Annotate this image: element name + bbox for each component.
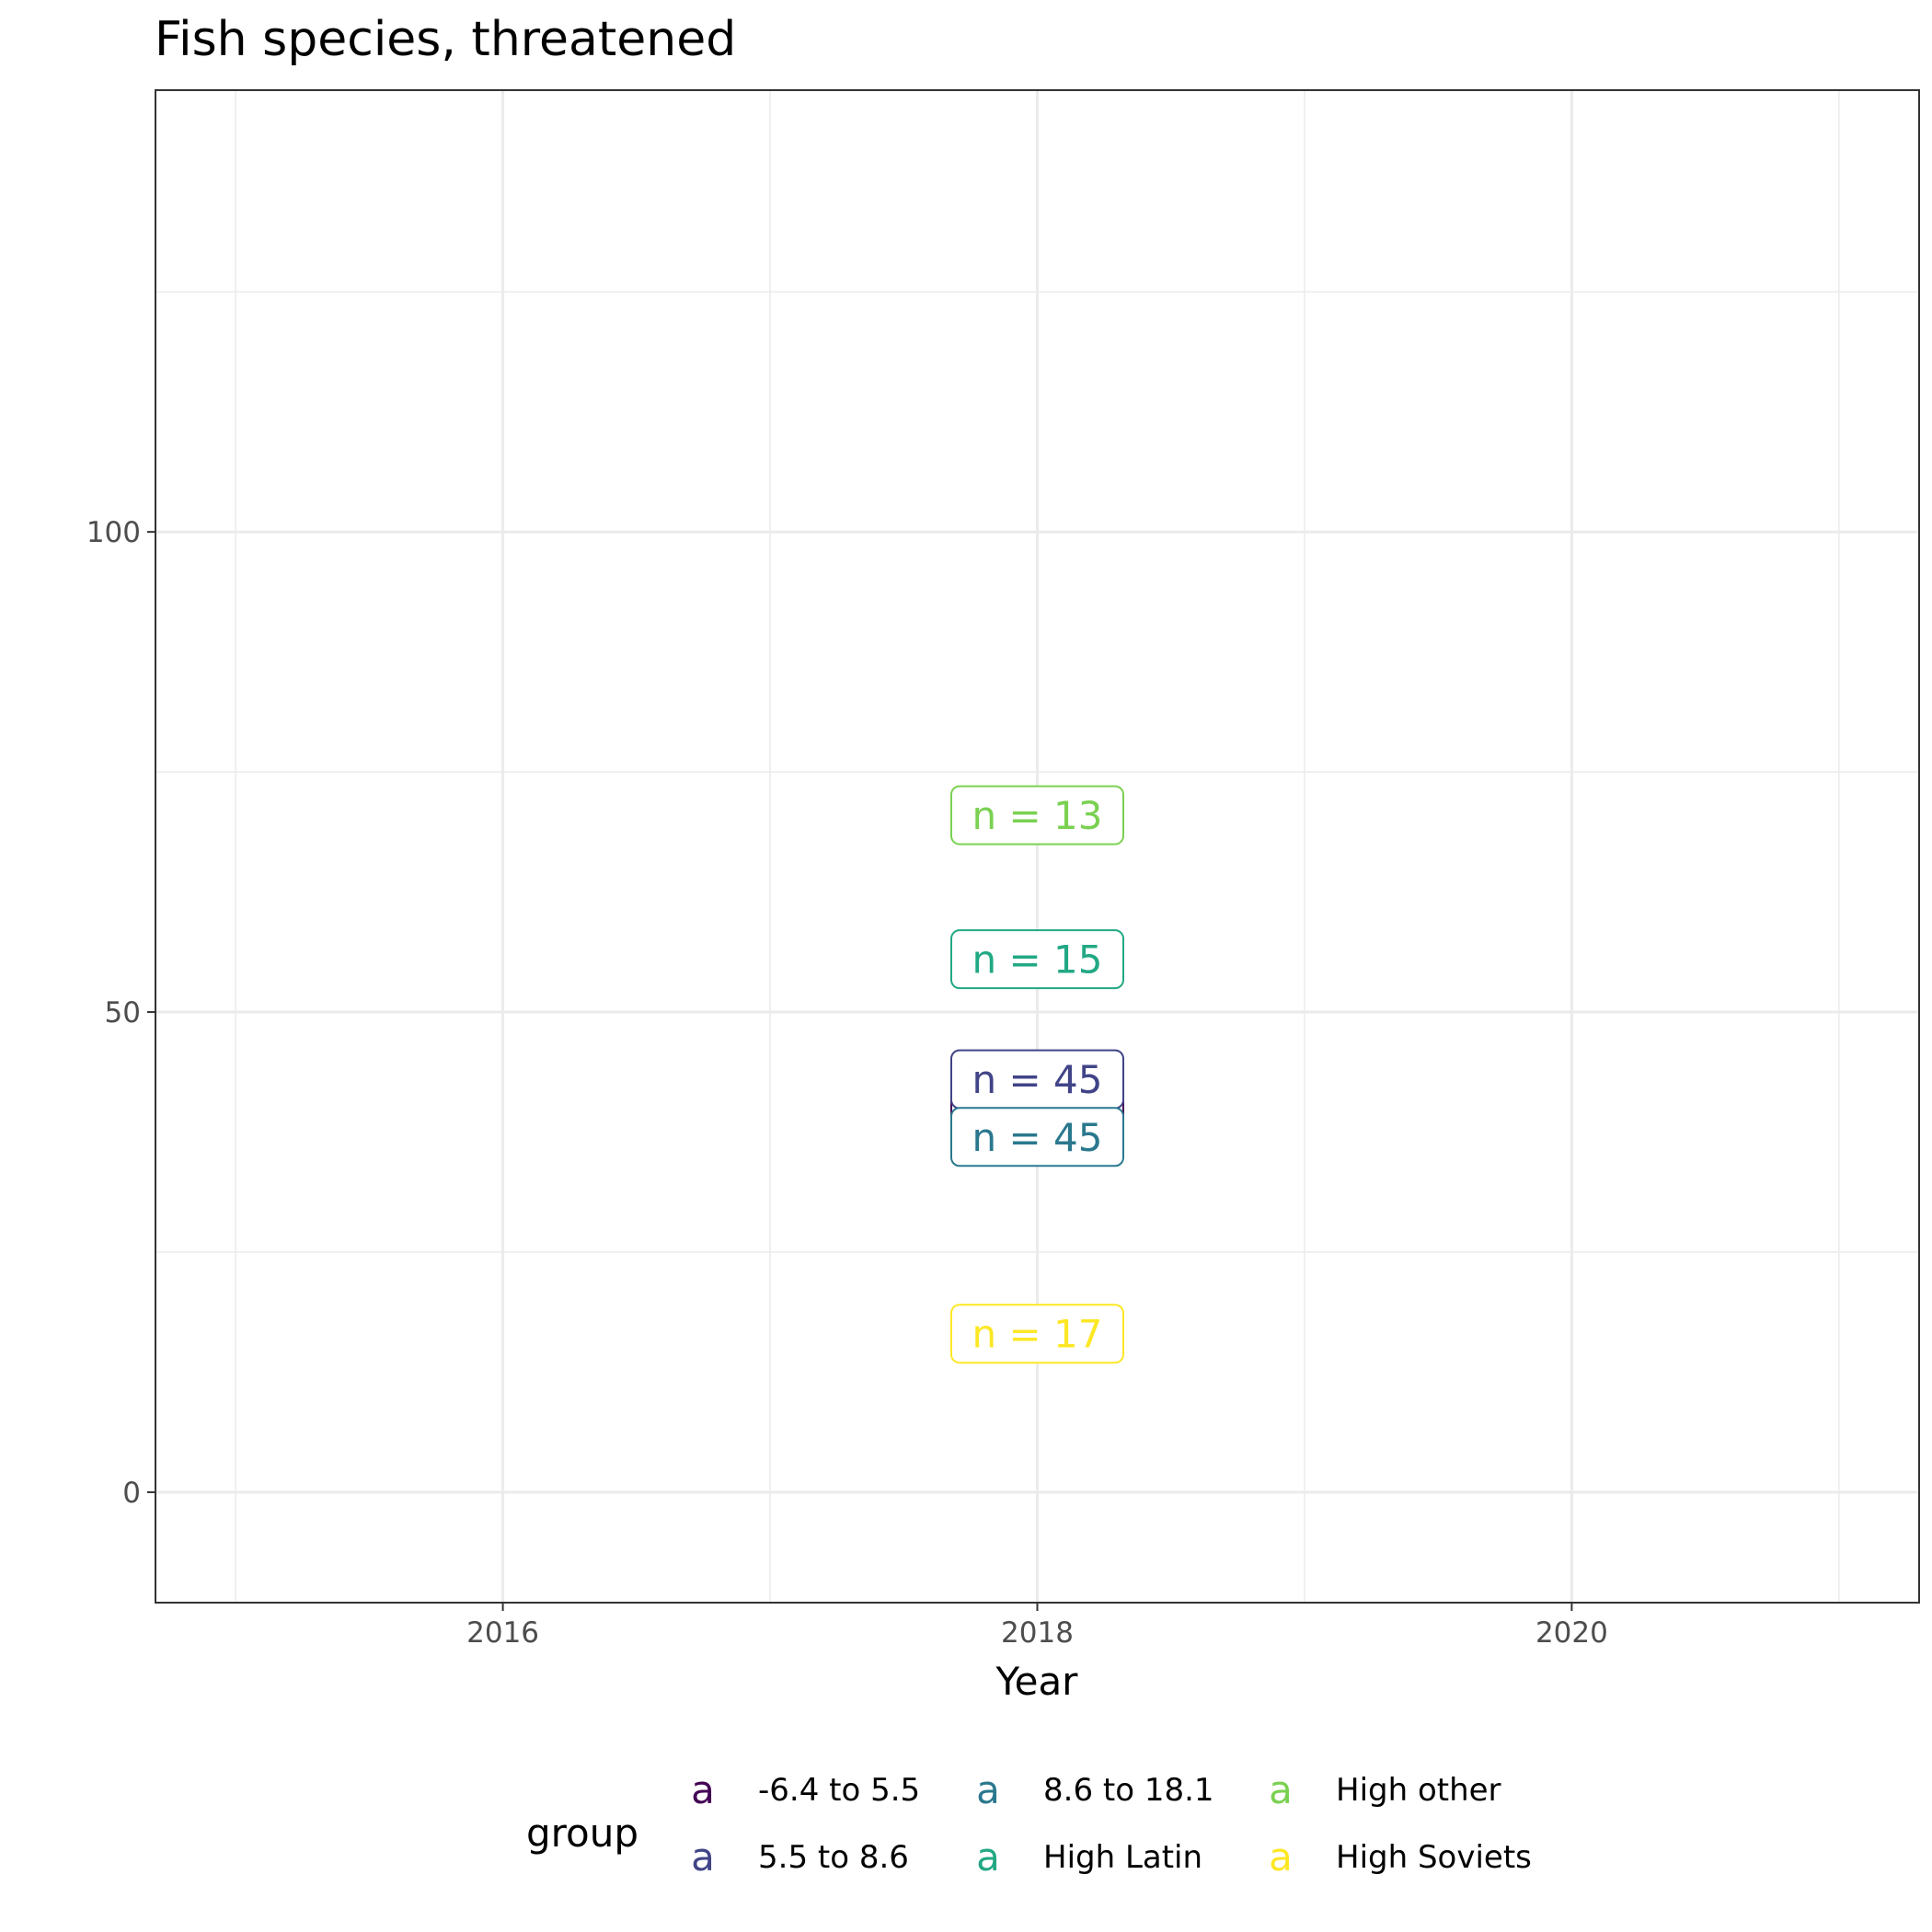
data-label-box [950, 1304, 1124, 1364]
legend: group a -6.4 to 5.5 a 5.5 to 8.6 a 8.6 to 18.… [526, 1767, 1532, 1880]
y-tick-label: 0 [122, 1477, 141, 1510]
data-label: n = 17 [950, 1304, 1124, 1364]
legend-item-label: High other [1336, 1772, 1501, 1809]
legend-item-label: High Latin [1043, 1839, 1202, 1876]
data-labels: n = 45n = 45n = 45n = 15n = 13n = 17 [950, 785, 1124, 1364]
x-tick-label: 2020 [1535, 1616, 1608, 1650]
legend-key-glyph: a [691, 1767, 715, 1812]
legend-title: group [526, 1811, 638, 1856]
legend-item-label: -6.4 to 5.5 [758, 1772, 920, 1809]
data-label-box [950, 929, 1124, 990]
data-label-text: n = 45 [972, 1057, 1103, 1102]
legend-item-label: High Soviets [1336, 1839, 1532, 1876]
data-label-text: n = 45 [972, 1115, 1103, 1160]
x-tick-label: 2018 [1001, 1616, 1074, 1650]
legend-key-glyph: a [1269, 1834, 1293, 1880]
data-label: n = 13 [950, 785, 1124, 845]
x-tick-label: 2016 [466, 1616, 539, 1650]
data-label: n = 45 [950, 1049, 1124, 1110]
legend-items: a -6.4 to 5.5 a 5.5 to 8.6 a 8.6 to 18.1 a High… [691, 1767, 1532, 1880]
legend-item-label: 5.5 to 8.6 [758, 1839, 909, 1876]
y-tick-label: 100 [86, 516, 141, 549]
x-axis-title: Year [995, 1659, 1079, 1704]
data-label-text: n = 17 [972, 1312, 1103, 1357]
x-axis: 2016 2018 2020 [466, 1603, 1608, 1650]
data-label-text: n = 13 [972, 793, 1103, 838]
y-tick-label: 50 [105, 996, 141, 1029]
legend-key-glyph: a [691, 1834, 715, 1880]
y-axis: 0 50 100 [86, 516, 155, 1510]
data-label-text: n = 15 [972, 937, 1103, 983]
legend-key-glyph: a [1269, 1767, 1293, 1812]
data-label-box [950, 785, 1124, 845]
data-label-box [950, 1107, 1124, 1167]
legend-key-glyph: a [976, 1834, 1000, 1880]
chart-title: Fish species, threatened [155, 12, 736, 67]
legend-item-label: 8.6 to 18.1 [1043, 1772, 1214, 1809]
data-label: n = 15 [950, 929, 1124, 990]
legend-key-glyph: a [976, 1767, 1000, 1812]
data-label: n = 45 [950, 1107, 1124, 1167]
